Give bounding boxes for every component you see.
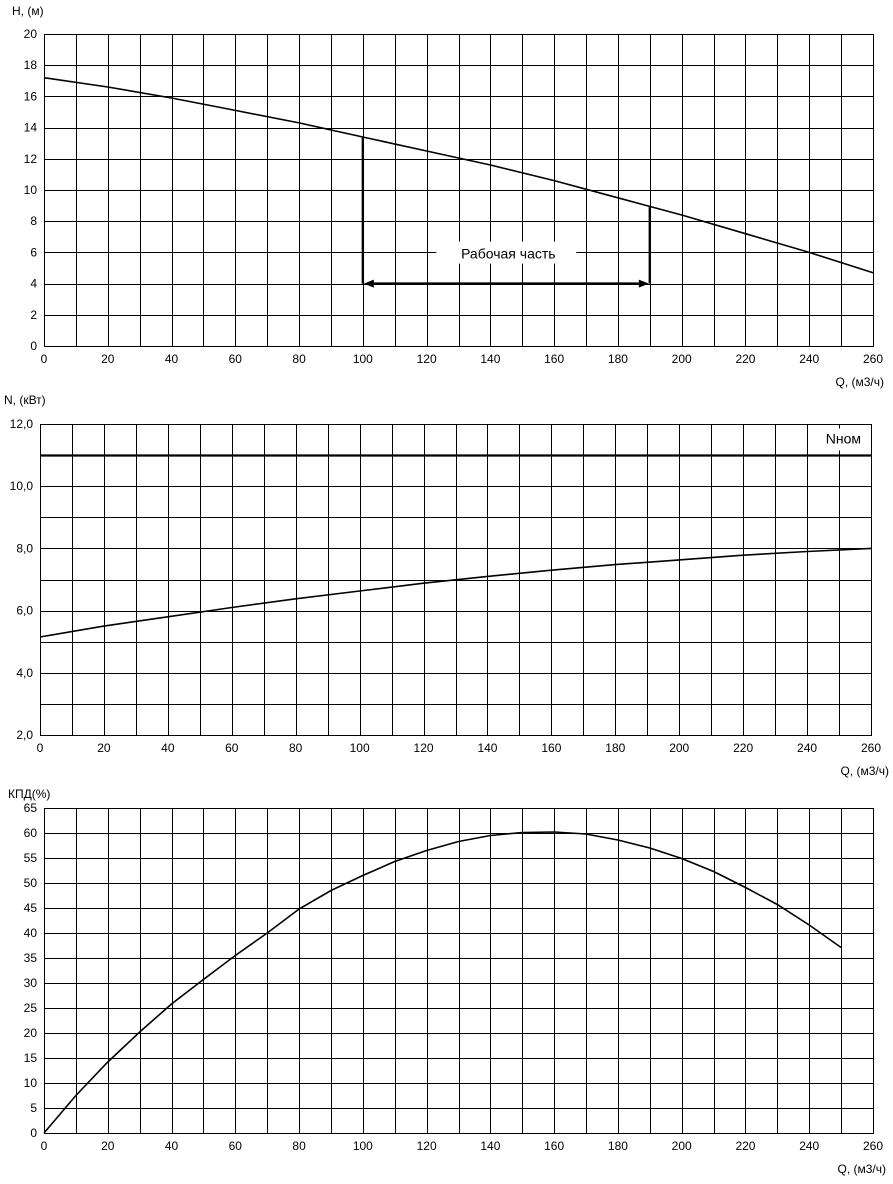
nominal-power-label: Nном <box>826 431 861 447</box>
head-y-tick-label: 12 <box>24 152 38 166</box>
efficiency-x-tick-label: 120 <box>417 1139 437 1153</box>
efficiency-x-tick-label: 240 <box>799 1139 819 1153</box>
efficiency-y-tick-label: 30 <box>24 976 38 990</box>
power-series-line <box>39 547 872 638</box>
efficiency-x-tick-label: 100 <box>353 1139 373 1153</box>
power-y-tick-label: 6,0 <box>16 604 33 618</box>
head-x-tick-label: 180 <box>608 352 628 366</box>
efficiency-x-tick-label: 0 <box>41 1139 48 1153</box>
head-grid <box>44 34 874 347</box>
head-y-tick-label: 14 <box>24 121 38 135</box>
head-x-tick-label: 140 <box>480 352 500 366</box>
head-x-tick-label: 100 <box>353 352 373 366</box>
efficiency-x-tick-label: 160 <box>544 1139 564 1153</box>
power-x-tick-label: 120 <box>414 741 434 755</box>
head-x-tick-label: 160 <box>544 352 564 366</box>
nominal-power-label-bg <box>813 428 869 451</box>
efficiency-y-tick-label: 60 <box>24 826 38 840</box>
power-x-tick-label: 180 <box>605 741 625 755</box>
power-x-tick-label: 80 <box>289 741 303 755</box>
power-x-tick-label: 200 <box>669 741 689 755</box>
power-x-tick-label: 40 <box>161 741 175 755</box>
efficiency-x-tick-label: 140 <box>480 1139 500 1153</box>
efficiency-y-tick-label: 15 <box>24 1051 38 1065</box>
power-y-tick-label: 12,0 <box>10 417 34 431</box>
power-x-tick-label: 20 <box>97 741 111 755</box>
efficiency-y-tick-label: 0 <box>30 1126 37 1140</box>
working-range-label-bg <box>436 241 577 264</box>
power-x-tick-label: 0 <box>37 741 44 755</box>
efficiency-y-tick-label: 25 <box>24 1001 38 1015</box>
head-x-tick-label: 260 <box>863 352 883 366</box>
head-y-tick-label: 0 <box>30 339 37 353</box>
efficiency-series-line <box>43 831 842 1134</box>
power-y-tick-label: 8,0 <box>16 541 33 555</box>
efficiency-x-tick-label: 60 <box>229 1139 243 1153</box>
efficiency-x-tick-label: 180 <box>608 1139 628 1153</box>
power-y-axis-label: N, (кВт) <box>4 393 46 407</box>
power-x-tick-label: 160 <box>541 741 561 755</box>
head-x-tick-label: 200 <box>672 352 692 366</box>
efficiency-x-tick-label: 80 <box>292 1139 306 1153</box>
power-y-tick-label: 10,0 <box>10 479 34 493</box>
efficiency-x-tick-label: 220 <box>735 1139 755 1153</box>
head-y-tick-label: 10 <box>24 183 38 197</box>
efficiency-y-tick-label: 35 <box>24 951 38 965</box>
efficiency-y-tick-label: 5 <box>30 1101 37 1115</box>
power-x-tick-label: 240 <box>797 741 817 755</box>
head-x-tick-label: 80 <box>292 352 306 366</box>
efficiency-plot-frame <box>44 808 874 1134</box>
power-x-tick-label: 60 <box>225 741 239 755</box>
power-x-axis-label: Q, (м3/ч) <box>840 764 889 778</box>
efficiency-grid <box>44 808 874 1134</box>
power-y-tick-label: 4,0 <box>16 666 33 680</box>
efficiency-x-tick-label: 40 <box>165 1139 179 1153</box>
efficiency-x-axis-label: Q, (м3/ч) <box>837 1162 886 1176</box>
head-y-tick-label: 2 <box>30 308 37 322</box>
power-x-tick-label: 100 <box>350 741 370 755</box>
head-plot-frame <box>44 34 874 347</box>
efficiency-x-tick-label: 20 <box>101 1139 115 1153</box>
head-x-tick-label: 120 <box>417 352 437 366</box>
working-range-arrow-right-head <box>638 279 649 288</box>
head-x-axis-label: Q, (м3/ч) <box>835 375 884 389</box>
efficiency-y-tick-label: 40 <box>24 926 38 940</box>
power-chart: N, (кВт) Q, (м3/ч) 0 20 40 60 80 100 120 140 160… <box>4 393 889 778</box>
head-y-tick-label: 4 <box>30 277 37 291</box>
head-x-tick-label: 220 <box>735 352 755 366</box>
power-x-tick-label: 220 <box>733 741 753 755</box>
head-chart: H, (м) Q, (м3/ч) 0 20 40 60 80 100 120 140 160 18… <box>12 4 884 389</box>
efficiency-y-tick-label: 65 <box>24 801 38 815</box>
power-x-tick-label: 140 <box>477 741 497 755</box>
head-y-tick-label: 16 <box>24 89 38 103</box>
efficiency-chart: КПД(%) Q, (м3/ч) 0 20 40 60 80 100 120 140 160 18… <box>8 787 886 1176</box>
head-x-tick-label: 240 <box>799 352 819 366</box>
head-x-tick-label: 40 <box>165 352 179 366</box>
head-y-tick-label: 8 <box>30 214 37 228</box>
head-x-tick-label: 20 <box>101 352 115 366</box>
power-x-tick-label: 260 <box>861 741 881 755</box>
head-y-tick-label: 20 <box>24 27 38 41</box>
efficiency-y-tick-label: 20 <box>24 1026 38 1040</box>
working-range-label: Рабочая часть <box>461 246 556 262</box>
efficiency-y-tick-label: 50 <box>24 876 38 890</box>
efficiency-x-tick-label: 200 <box>672 1139 692 1153</box>
efficiency-x-tick-label: 260 <box>863 1139 883 1153</box>
power-y-tick-label: 2,0 <box>16 728 33 742</box>
head-y-axis-label: H, (м) <box>12 4 44 18</box>
efficiency-y-tick-label: 55 <box>24 851 38 865</box>
working-range-arrow-left-head <box>363 279 374 288</box>
head-y-tick-label: 6 <box>30 245 37 259</box>
efficiency-y-axis-label: КПД(%) <box>8 787 50 801</box>
power-grid <box>40 424 872 736</box>
efficiency-y-tick-label: 45 <box>24 901 38 915</box>
efficiency-y-tick-label: 10 <box>24 1076 38 1090</box>
head-x-tick-label: 60 <box>229 352 243 366</box>
head-y-tick-label: 18 <box>24 58 38 72</box>
power-plot-frame <box>40 424 872 736</box>
head-x-tick-label: 0 <box>41 352 48 366</box>
head-series-line <box>43 76 874 274</box>
